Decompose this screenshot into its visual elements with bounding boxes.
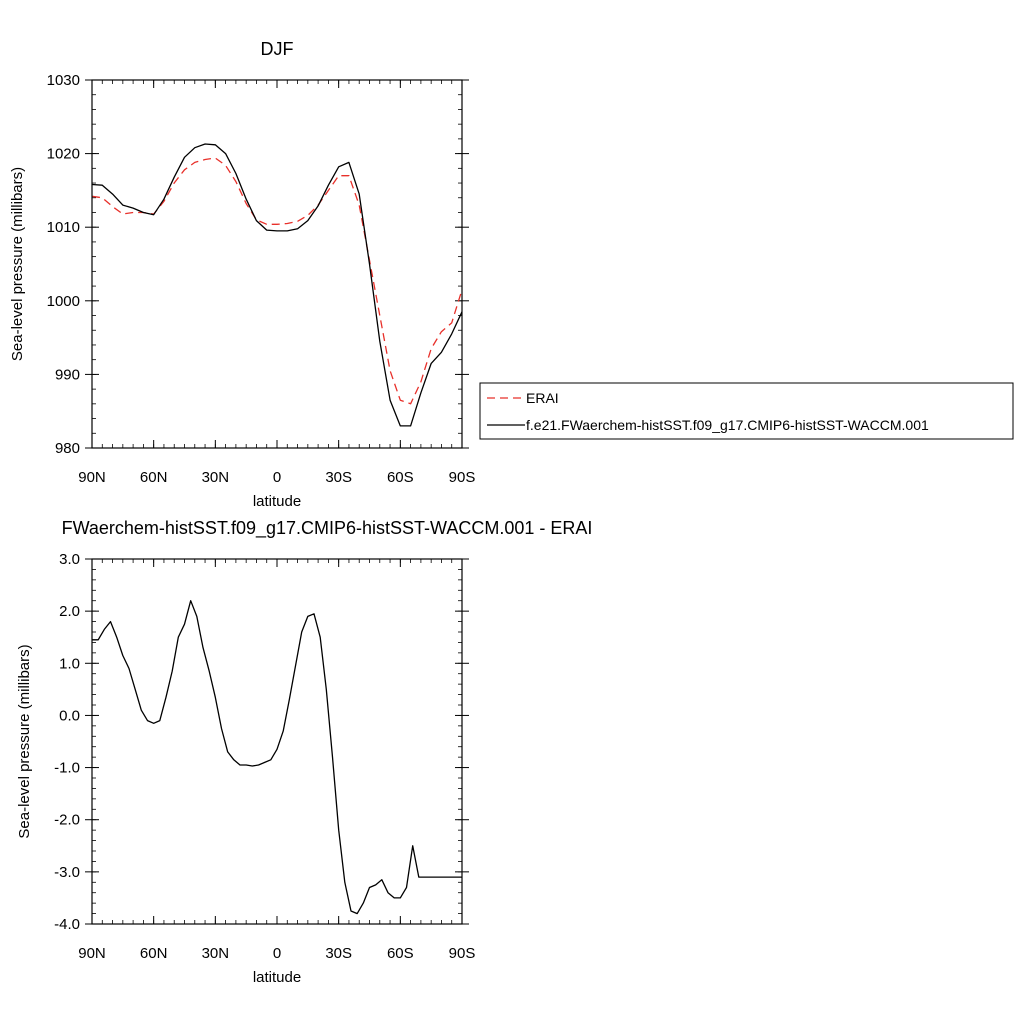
- x-tick-label: 90N: [78, 469, 106, 486]
- x-tick-label: 30S: [325, 469, 352, 486]
- y-tick-label: 1020: [47, 146, 80, 163]
- series-line-model: [92, 143, 462, 427]
- series-line-erai: [92, 157, 462, 405]
- y-tick-label: -3.0: [54, 864, 80, 881]
- x-tick-label: 30N: [202, 469, 230, 486]
- bottom-chart-panel: FWaerchem-histSST.f09_g17.CMIP6-histSST-…: [16, 518, 592, 986]
- top-chart-ticks: 90N 60N 30N 0 30S 60S 90S 980 990 1000 1010 1020 103…: [47, 72, 476, 486]
- bottom-chart-lines: [92, 600, 462, 915]
- x-tick-label: 0: [273, 945, 281, 962]
- y-tick-label: 1000: [47, 293, 80, 310]
- top-chart-ylabel: Sea-level pressure (millibars): [9, 167, 26, 361]
- x-tick-label: 60S: [387, 945, 414, 962]
- bottom-chart-xlabel: latitude: [253, 969, 301, 986]
- x-tick-label: 60N: [140, 945, 168, 962]
- y-tick-label: 980: [55, 440, 80, 457]
- x-tick-label: 60S: [387, 469, 414, 486]
- y-tick-label: 2.0: [59, 603, 80, 620]
- top-chart-title: DJF: [261, 39, 294, 59]
- top-chart-xlabel: latitude: [253, 493, 301, 510]
- top-chart-panel: DJF latitude Sea-level pressure (milliba…: [9, 39, 475, 510]
- bottom-chart-title: FWaerchem-histSST.f09_g17.CMIP6-histSST-…: [62, 518, 593, 539]
- bottom-chart-ylabel: Sea-level pressure (millibars): [16, 644, 33, 838]
- top-chart-lines: [92, 143, 462, 427]
- y-tick-label: 0.0: [59, 707, 80, 724]
- x-tick-label: 90S: [449, 469, 476, 486]
- y-tick-label: -4.0: [54, 916, 80, 933]
- y-tick-label: 1.0: [59, 655, 80, 672]
- x-tick-label: 90S: [449, 945, 476, 962]
- legend-label-model: f.e21.FWaerchem-histSST.f09_g17.CMIP6-hi…: [526, 417, 929, 433]
- y-tick-label: -1.0: [54, 760, 80, 777]
- y-tick-label: 1030: [47, 72, 80, 89]
- x-tick-label: 90N: [78, 945, 106, 962]
- x-tick-label: 30S: [325, 945, 352, 962]
- y-tick-label: 1010: [47, 219, 80, 236]
- bottom-chart-ticks: 90N 60N 30N 0 30S 60S 90S 3.0 2.0 1.0 0.0 -1.0 -2.0 -…: [54, 551, 475, 962]
- y-tick-label: 990: [55, 366, 80, 383]
- y-tick-label: -2.0: [54, 812, 80, 829]
- legend: ERAI f.e21.FWaerchem-histSST.f09_g17.CMI…: [479, 382, 1014, 440]
- y-tick-label: 3.0: [59, 551, 80, 568]
- bottom-chart-frame: [91, 558, 463, 925]
- difference-line: [92, 600, 462, 915]
- x-tick-label: 0: [273, 469, 281, 486]
- top-chart-frame: [91, 79, 463, 449]
- legend-box: [479, 382, 1014, 440]
- x-tick-label: 60N: [140, 469, 168, 486]
- x-tick-label: 30N: [202, 945, 230, 962]
- legend-label-erai: ERAI: [526, 390, 559, 406]
